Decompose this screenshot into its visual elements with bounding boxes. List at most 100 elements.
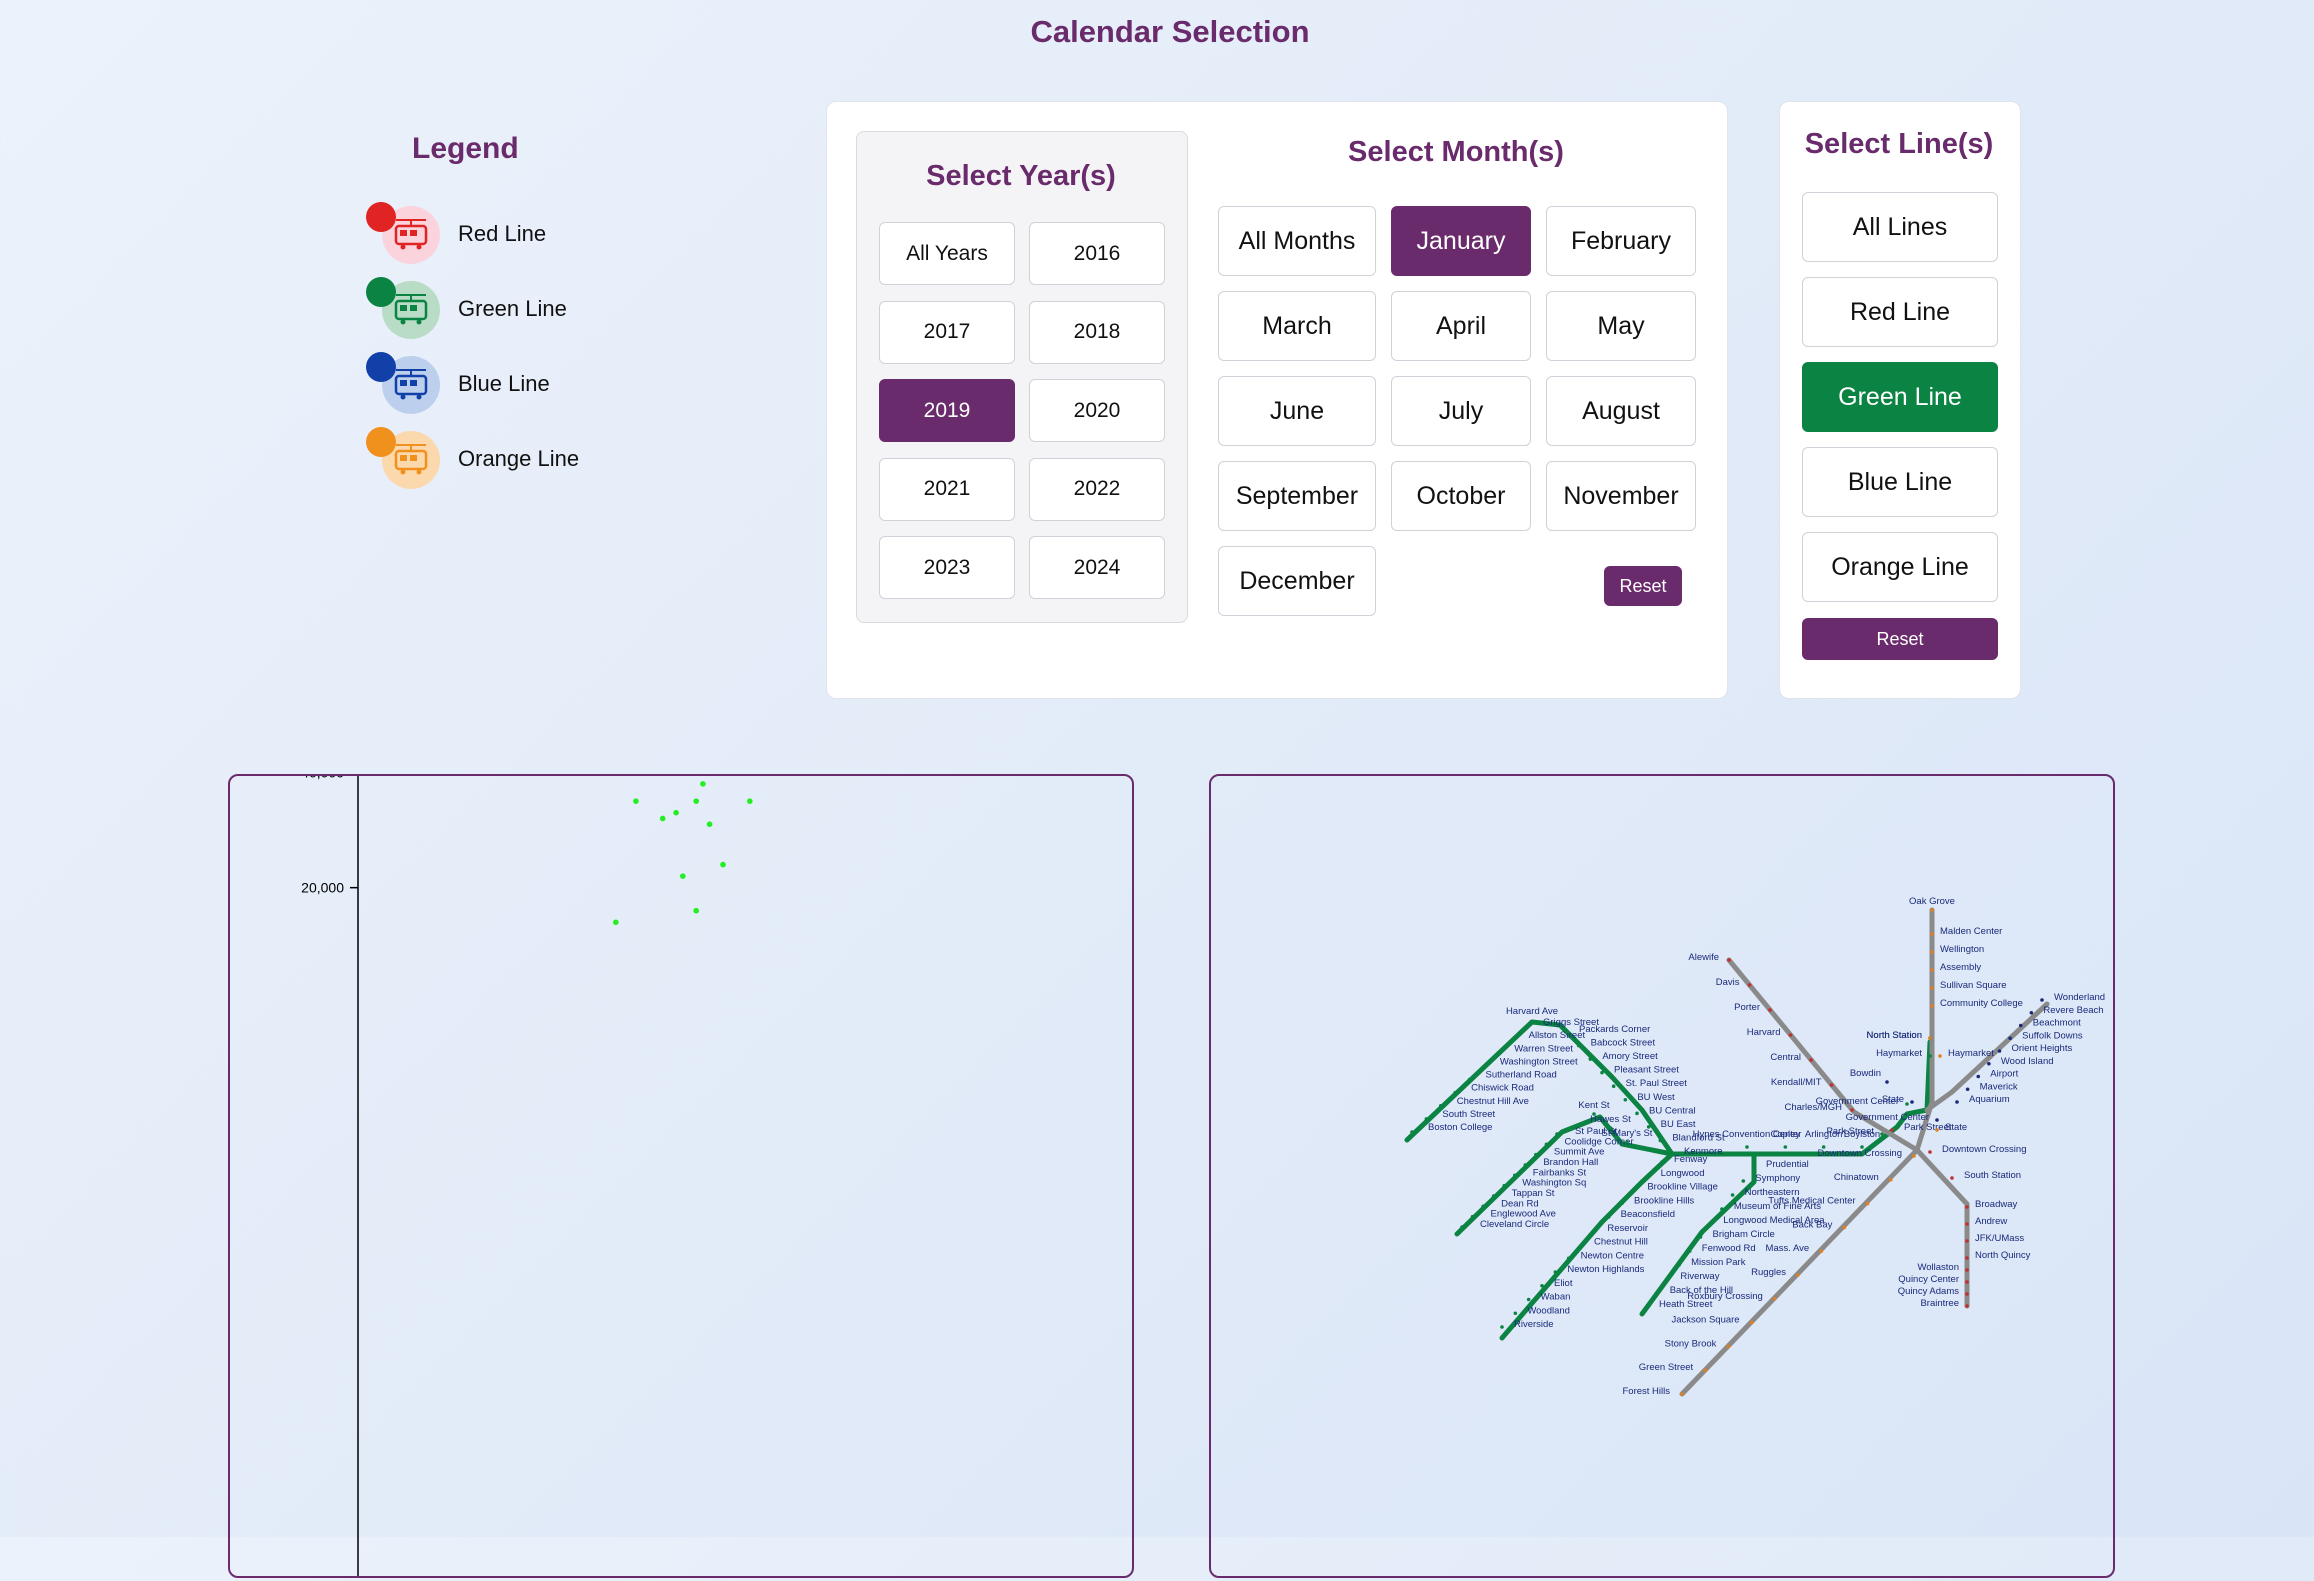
station-label[interactable]: Alewife [1688,952,1719,963]
station-label[interactable]: Newton Centre [1581,1250,1644,1261]
station-label[interactable]: Porter [1734,1002,1760,1013]
station-label[interactable]: Pleasant Street [1614,1065,1679,1076]
station-label[interactable]: North Station [1867,1030,1922,1041]
station-label[interactable]: Revere Beach [2043,1005,2103,1016]
station-label[interactable]: Haymarket [1948,1048,1994,1059]
station-label[interactable]: Boston College [1428,1122,1492,1133]
station-label[interactable]: Malden Center [1940,926,2002,937]
station-label[interactable]: St Paul St [1575,1126,1618,1137]
station-label[interactable]: Hawes St [1590,1114,1631,1125]
year-button-2023[interactable]: 2023 [879,536,1015,599]
station-label[interactable]: State [1882,1094,1904,1105]
station-label[interactable]: Northeastern [1745,1187,1800,1198]
station-label[interactable]: Fenway [1674,1154,1708,1165]
station-label[interactable]: Harvard Ave [1506,1006,1558,1017]
station-label[interactable]: Heath Street [1659,1299,1713,1310]
station-label[interactable]: Hynes Convention Center [1693,1129,1802,1140]
station-label[interactable]: Braintree [1920,1298,1959,1309]
month-button-june[interactable]: June [1218,376,1376,446]
station-label[interactable]: Green Street [1639,1362,1694,1373]
station-label[interactable]: JFK/UMass [1975,1233,2024,1244]
station-label[interactable]: Woodland [1527,1305,1570,1316]
station-label[interactable]: Cleveland Circle [1480,1219,1549,1230]
month-button-july[interactable]: July [1391,376,1531,446]
month-button-january[interactable]: January [1391,206,1531,276]
year-button-2016[interactable]: 2016 [1029,222,1165,285]
station-label[interactable]: Amory Street [1602,1051,1658,1062]
station-label[interactable]: Beaconsfield [1621,1209,1675,1220]
station-label[interactable]: Kendall/MIT [1771,1077,1822,1088]
station-label[interactable]: Englewood Ave [1491,1209,1556,1220]
station-label[interactable]: BU East [1661,1119,1696,1130]
station-label[interactable]: Roxbury Crossing [1687,1291,1763,1302]
station-label[interactable]: St Mary's St [1602,1128,1653,1139]
station-label[interactable]: Fairbanks St [1533,1167,1587,1178]
station-label[interactable]: Boylston [1844,1129,1880,1140]
station-label[interactable]: Tufts Medical Center [1768,1196,1855,1207]
station-label[interactable]: Airport [1990,1069,2018,1080]
station-label[interactable]: Maverick [1980,1081,2018,1092]
station-label[interactable]: Suffolk Downs [2022,1030,2083,1041]
station-label[interactable]: Brookline Hills [1634,1195,1694,1206]
station-label[interactable]: Mass. Ave [1766,1243,1810,1254]
station-label[interactable]: Orient Heights [2012,1043,2073,1054]
station-label[interactable]: Tappan St [1512,1188,1555,1199]
station-label[interactable]: Eliot [1554,1278,1573,1289]
year-button-2021[interactable]: 2021 [879,457,1015,521]
line-button-blue-line[interactable]: Blue Line [1802,447,1998,517]
month-button-september[interactable]: September [1218,461,1376,531]
station-label[interactable]: Symphony [1755,1173,1800,1184]
station-label[interactable]: Wollaston [1917,1262,1959,1273]
station-label[interactable]: Government Center [1846,1112,1929,1123]
station-label[interactable]: Andrew [1975,1216,2007,1227]
station-label[interactable]: Chestnut Hill Ave [1457,1096,1529,1107]
station-label[interactable]: BU Central [1649,1105,1695,1116]
station-label[interactable]: Summit Ave [1554,1147,1605,1158]
station-label[interactable]: Kenmore [1684,1146,1723,1157]
station-label[interactable]: Brigham Circle [1713,1229,1775,1240]
station-label[interactable]: Quincy Adams [1898,1286,1959,1297]
station-label[interactable]: Park Street [1826,1126,1874,1137]
station-label[interactable]: Oak Grove [1909,896,1955,907]
station-label[interactable]: North Station [1867,1030,1922,1041]
station-label[interactable]: Haymarket [1876,1048,1922,1059]
station-label[interactable]: Chinatown [1834,1172,1879,1183]
station-label[interactable]: Babcock Street [1591,1038,1656,1049]
station-label[interactable]: North Quincy [1975,1250,2031,1261]
station-label[interactable]: Park Street [1904,1122,1952,1133]
station-label[interactable]: Assembly [1940,962,1981,973]
station-label[interactable]: Waban [1541,1292,1571,1303]
station-label[interactable]: Chestnut Hill [1594,1237,1648,1248]
year-button-all-years[interactable]: All Years [879,222,1015,285]
month-button-may[interactable]: May [1546,291,1696,361]
station-label[interactable]: Back of the Hill [1670,1285,1733,1296]
station-label[interactable]: Riverway [1680,1271,1719,1282]
station-label[interactable]: Brookline Village [1647,1182,1718,1193]
station-label[interactable]: Beachmont [2033,1018,2081,1029]
month-button-february[interactable]: February [1546,206,1696,276]
line-button-orange-line[interactable]: Orange Line [1802,532,1998,602]
station-label[interactable]: Sutherland Road [1486,1070,1557,1081]
station-label[interactable]: Government Center [1816,1096,1899,1107]
station-label[interactable]: Copley [1771,1129,1801,1140]
year-button-2019[interactable]: 2019 [879,379,1015,442]
station-label[interactable]: Wood Island [2001,1056,2054,1067]
station-label[interactable]: Sullivan Square [1940,980,2007,991]
station-label[interactable]: Harvard [1747,1027,1781,1038]
station-label[interactable]: Coolidge Corner [1564,1136,1633,1147]
line-reset-button[interactable]: Reset [1802,618,1998,660]
station-label[interactable]: South Street [1442,1109,1495,1120]
month-button-april[interactable]: April [1391,291,1531,361]
month-button-all-months[interactable]: All Months [1218,206,1376,276]
station-label[interactable]: Downtown Crossing [1942,1144,2026,1155]
year-button-2020[interactable]: 2020 [1029,379,1165,442]
station-label[interactable]: Kent St [1578,1100,1610,1111]
station-label[interactable]: Newton Highlands [1567,1264,1644,1275]
station-label[interactable]: Fenwood Rd [1702,1243,1756,1254]
station-label[interactable]: St. Paul Street [1626,1078,1688,1089]
station-label[interactable]: Downtown Crossing [1818,1148,1902,1159]
station-label[interactable]: Stony Brook [1665,1338,1717,1349]
station-label[interactable]: Griggs Street [1543,1017,1599,1028]
station-label[interactable]: South Station [1964,1170,2021,1181]
line-button-green-line[interactable]: Green Line [1802,362,1998,432]
